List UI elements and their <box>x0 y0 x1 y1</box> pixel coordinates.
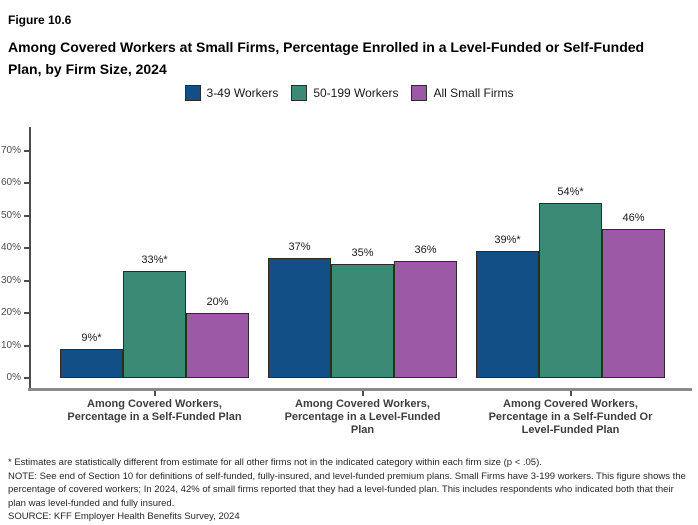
bar[interactable] <box>476 251 539 378</box>
bar[interactable] <box>394 261 457 378</box>
chart-title: Among Covered Workers at Small Firms, Pe… <box>8 39 645 77</box>
bar[interactable] <box>331 264 394 378</box>
category-label: Among Covered Workers, Percentage in a S… <box>67 398 242 423</box>
footnote-note: NOTE: See end of Section 10 for definiti… <box>8 470 686 509</box>
bar-value-label: 35% <box>351 247 374 260</box>
bar-value-label: 20% <box>206 296 229 308</box>
y-tick-mark <box>24 149 29 152</box>
bar-value-label: 33%* <box>141 253 168 266</box>
y-tick-label: 0% <box>6 372 21 383</box>
bar-value-label: 54%* <box>557 185 584 198</box>
y-tick-mark <box>24 377 29 379</box>
footnote-significance: * Estimates are statistically different … <box>8 457 542 468</box>
legend-swatch-icon <box>291 85 308 101</box>
y-tick-label: 20% <box>0 307 21 318</box>
legend-item: 3-49 Workers <box>184 85 279 101</box>
footnote-source: SOURCE: KFF Employer Health Benefits Sur… <box>8 511 240 523</box>
y-tick-mark <box>24 214 29 217</box>
legend: 3-49 Workers 50-199 Workers All Small Firm… <box>0 85 698 101</box>
legend-swatch-icon <box>184 85 201 101</box>
y-tick-mark <box>24 312 29 314</box>
y-tick-mark <box>24 182 29 184</box>
bar-value-label: 36% <box>414 244 437 256</box>
legend-label: 50-199 Workers <box>313 86 399 100</box>
y-tick-label: 10% <box>0 339 21 351</box>
bar[interactable] <box>268 257 331 378</box>
legend-item: 50-199 Workers <box>291 85 398 101</box>
y-tick-label: 30% <box>0 274 21 286</box>
x-tick-mark <box>361 391 364 396</box>
y-tick-label: 40% <box>0 242 21 253</box>
x-tick-mark <box>569 391 572 396</box>
footnotes: * Estimates are statistically different … <box>8 456 692 524</box>
figure-number: Figure 10.6 <box>8 13 72 27</box>
bar-value-label: 39%* <box>494 234 521 247</box>
y-tick-mark <box>24 344 29 347</box>
legend-swatch-icon <box>411 85 428 101</box>
bar-value-label: 37% <box>288 240 311 253</box>
y-tick-mark <box>24 279 29 282</box>
y-tick-label: 50% <box>0 209 21 221</box>
y-axis-line <box>29 127 31 391</box>
bar[interactable] <box>60 348 123 378</box>
y-tick-label: 70% <box>0 144 21 156</box>
bar[interactable] <box>123 270 186 378</box>
legend-label: All Small Firms <box>433 86 514 100</box>
legend-item: All Small Firms <box>411 85 513 101</box>
bar-value-label: 9%* <box>81 331 102 344</box>
bar-value-label: 46% <box>622 211 645 224</box>
y-tick-label: 60% <box>0 177 21 188</box>
x-axis-line <box>28 388 692 391</box>
legend-label: 3-49 Workers <box>206 86 279 100</box>
category-label: Among Covered Workers, Percentage in a S… <box>488 398 653 436</box>
category-label: Among Covered Workers, Percentage in a L… <box>284 398 441 436</box>
bar[interactable] <box>186 313 249 378</box>
x-tick-mark <box>153 391 156 396</box>
bar[interactable] <box>602 228 665 378</box>
bar[interactable] <box>539 202 602 378</box>
y-tick-mark <box>24 247 29 249</box>
